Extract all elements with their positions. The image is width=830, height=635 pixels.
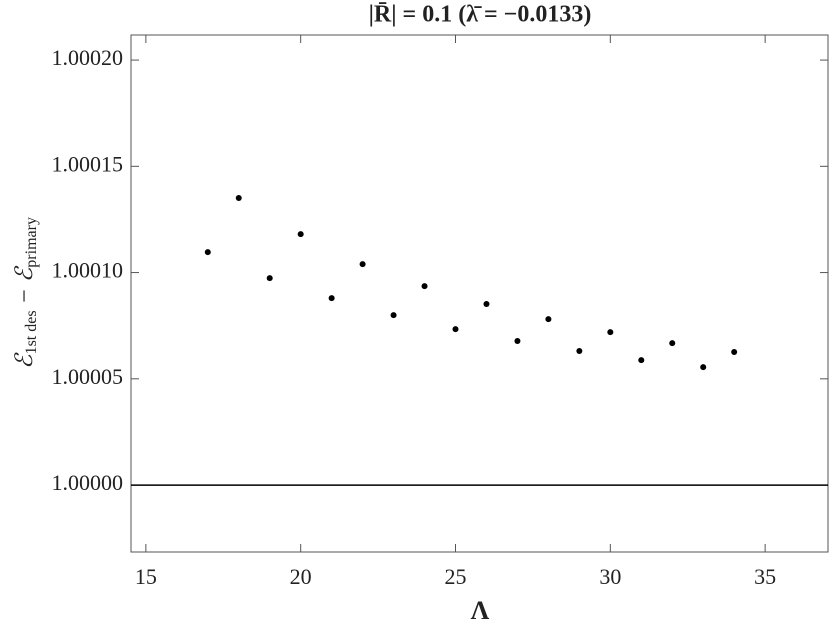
point xyxy=(421,283,428,290)
point xyxy=(328,295,335,302)
y-tick-label: 1.00010 xyxy=(52,258,124,283)
x-tick-label: 30 xyxy=(599,564,621,589)
point xyxy=(390,312,397,319)
y-label-part: − ℰ xyxy=(12,265,38,310)
y-axis-label: ℰ1st des − ℰprimary xyxy=(12,217,40,369)
point xyxy=(452,326,459,333)
point xyxy=(576,347,583,354)
point xyxy=(700,364,707,371)
point xyxy=(359,261,366,268)
y-tick-label: 1.00005 xyxy=(52,364,124,389)
point xyxy=(731,349,738,356)
plot-frame xyxy=(130,34,829,553)
point xyxy=(545,316,552,323)
x-tick-label: 25 xyxy=(445,564,467,589)
point xyxy=(514,337,521,344)
y-tick-label: 1.00000 xyxy=(52,470,124,495)
point xyxy=(266,275,273,282)
point xyxy=(297,231,304,238)
point xyxy=(607,329,614,336)
point xyxy=(204,249,211,256)
x-tick-label: 15 xyxy=(135,564,157,589)
point xyxy=(669,340,676,347)
y-tick-label: 1.00015 xyxy=(52,151,124,176)
x-tick-label: 20 xyxy=(290,564,312,589)
x-axis-label: Λ xyxy=(471,596,490,625)
y-label-part: 1st des xyxy=(23,310,40,354)
point xyxy=(235,194,242,201)
point xyxy=(483,301,490,308)
y-label-part: primary xyxy=(23,217,40,268)
chart-title: |R̄| = 0.1 (λ̄ = −0.0133) xyxy=(369,2,592,28)
x-tick-label: 35 xyxy=(754,564,776,589)
y-tick-label: 1.00020 xyxy=(52,45,124,70)
point xyxy=(638,357,645,364)
y-label-part: ℰ xyxy=(12,352,38,369)
